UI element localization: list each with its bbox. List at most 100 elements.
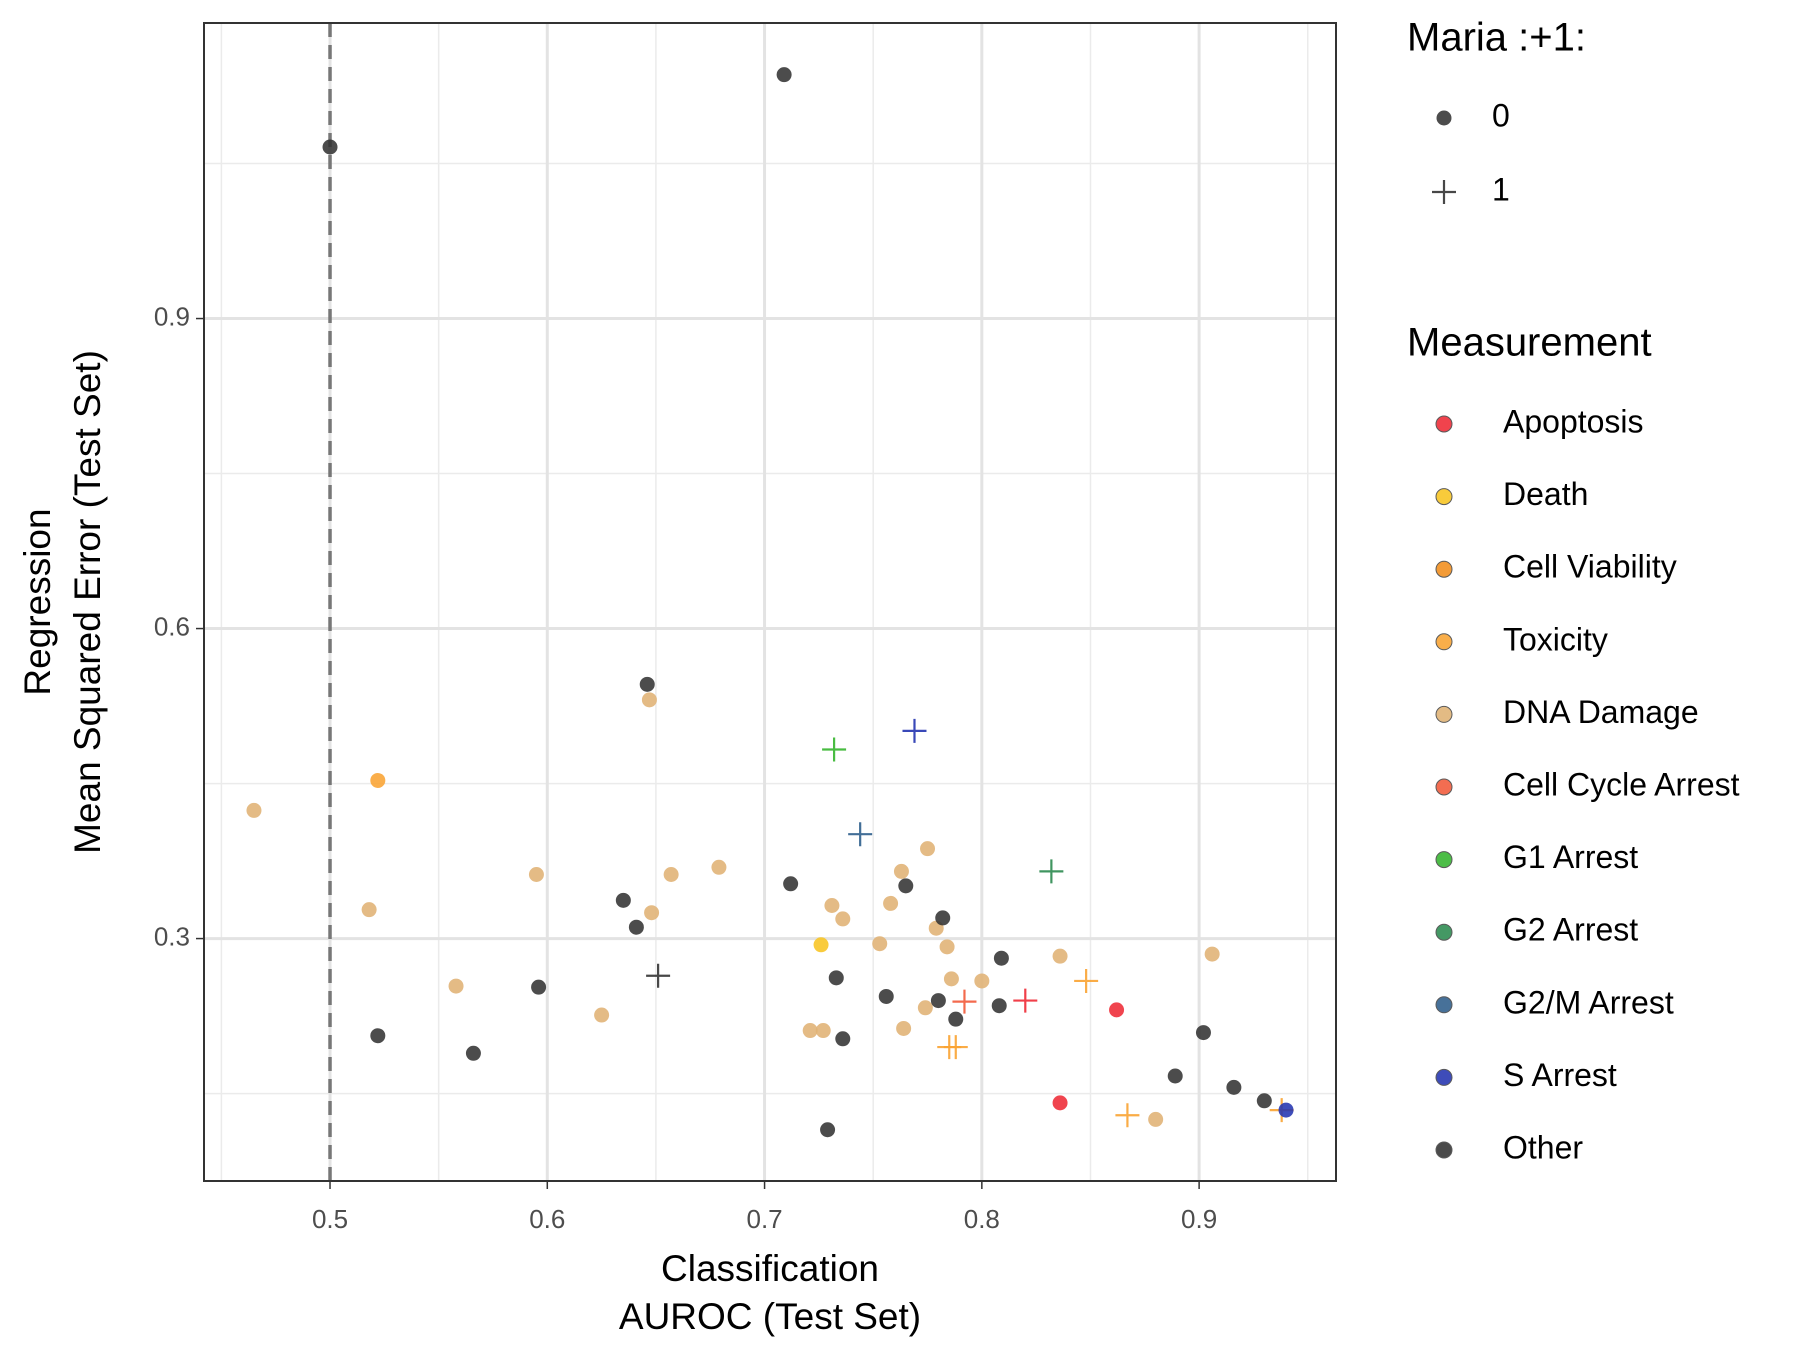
plot-border: [203, 22, 1337, 1182]
point: [1052, 1095, 1068, 1111]
point: [1167, 1068, 1183, 1084]
point: [594, 1007, 610, 1023]
x-axis-title: AUROC (Test Set): [619, 1296, 921, 1337]
point: [361, 902, 377, 918]
legend-label: G2 Arrest: [1503, 912, 1638, 948]
legend-marker: [1435, 851, 1453, 869]
point: [776, 67, 792, 83]
legend-marker: [1435, 996, 1453, 1014]
point: [902, 718, 927, 743]
point: [943, 1035, 968, 1060]
point: [1109, 1002, 1125, 1018]
point: [893, 863, 909, 879]
point: [935, 910, 951, 926]
point: [991, 998, 1007, 1014]
point: [663, 867, 679, 883]
legend-label: Apoptosis: [1503, 403, 1644, 439]
point: [528, 867, 544, 883]
point: [531, 979, 547, 995]
legend-label: Death: [1503, 476, 1588, 512]
point: [641, 692, 657, 708]
point: [824, 898, 840, 914]
x-tick-label: 0.9: [1181, 1204, 1217, 1234]
point: [813, 937, 829, 953]
legend-marker: [1435, 923, 1453, 941]
x-tick-label: 0.6: [529, 1204, 565, 1234]
legend-label: G1 Arrest: [1503, 839, 1638, 875]
point: [370, 772, 386, 788]
point: [917, 1000, 933, 1016]
legend-label: 1: [1492, 171, 1510, 207]
point: [1256, 1093, 1272, 1109]
point: [370, 1028, 386, 1044]
point: [1195, 1025, 1211, 1041]
legend-marker: [1435, 1068, 1453, 1086]
point: [628, 919, 644, 935]
point: [896, 1020, 912, 1036]
x-tick-label: 0.8: [964, 1204, 1000, 1234]
point: [448, 978, 464, 994]
point: [974, 973, 990, 989]
legend-marker: [1435, 705, 1453, 723]
point: [883, 895, 899, 911]
y-axis-title: Mean Squared Error (Test Set): [67, 350, 108, 854]
point: [939, 939, 955, 955]
point: [639, 676, 655, 692]
point: [952, 989, 977, 1014]
point: [835, 1031, 851, 1047]
legend-label: DNA Damage: [1503, 694, 1699, 730]
point: [615, 892, 631, 908]
point: [948, 1011, 964, 1027]
legend-label: S Arrest: [1503, 1057, 1617, 1093]
legend-marker: [1435, 778, 1453, 796]
y-tick-label: 0.9: [154, 301, 190, 331]
point: [943, 971, 959, 987]
legend-title: Measurement: [1407, 321, 1652, 365]
point: [930, 993, 946, 1009]
point: [1204, 946, 1220, 962]
x-tick-label: 0.7: [746, 1204, 782, 1234]
point: [828, 970, 844, 986]
legend-label: Cell Cycle Arrest: [1503, 766, 1740, 802]
x-tick-label: 0.5: [312, 1204, 348, 1234]
point: [1148, 1111, 1164, 1127]
point: [815, 1023, 831, 1039]
point: [993, 950, 1009, 966]
y-tick-label: 0.3: [154, 921, 190, 951]
point: [465, 1045, 481, 1061]
point: [878, 988, 894, 1004]
point: [898, 878, 914, 894]
point: [820, 1122, 836, 1138]
point: [711, 859, 727, 875]
legend-marker: [1436, 110, 1452, 126]
legend-label: Other: [1503, 1129, 1583, 1165]
point: [322, 139, 338, 155]
legend-marker: [1432, 180, 1456, 204]
point: [246, 802, 262, 818]
point: [1013, 988, 1038, 1013]
point: [848, 822, 873, 847]
y-axis-title: Regression: [17, 508, 58, 695]
point: [1278, 1102, 1294, 1118]
point: [920, 841, 936, 857]
legend-marker: [1435, 415, 1453, 433]
legend-marker: [1435, 1141, 1453, 1159]
point: [1052, 948, 1068, 964]
legend-label: 0: [1492, 97, 1510, 133]
legend-marker: [1435, 488, 1453, 506]
legend-marker: [1435, 633, 1453, 651]
point: [1039, 859, 1064, 884]
point: [872, 936, 888, 952]
legend-title: Maria :+1:: [1407, 16, 1586, 60]
x-axis-title: Classification: [661, 1248, 879, 1289]
point: [822, 737, 847, 762]
point: [644, 905, 660, 921]
point: [1074, 968, 1099, 993]
legend-label: G2/M Arrest: [1503, 984, 1674, 1020]
legend-label: Cell Viability: [1503, 549, 1677, 585]
point: [1115, 1103, 1140, 1128]
legend-marker: [1435, 560, 1453, 578]
y-tick-label: 0.6: [154, 611, 190, 641]
